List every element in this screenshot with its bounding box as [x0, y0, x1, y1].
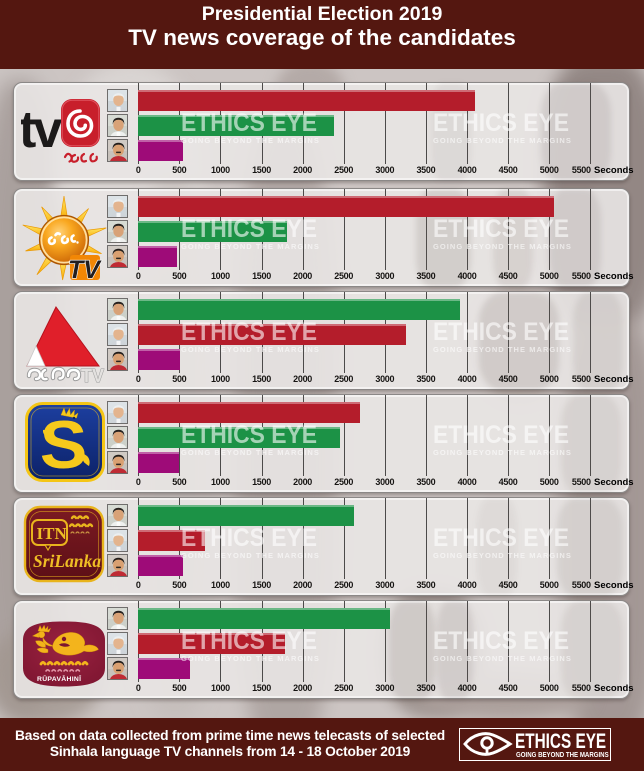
svg-text:tv: tv — [21, 101, 62, 159]
svg-text:ITN: ITN — [37, 524, 68, 543]
svg-text:TV: TV — [68, 256, 102, 284]
svg-text:SriLanka: SriLanka — [33, 551, 101, 571]
svg-text:TV: TV — [81, 366, 104, 386]
svg-text:RŪPAVĀHINĪ: RŪPAVĀHINĪ — [37, 675, 81, 683]
svg-text:S: S — [40, 407, 88, 482]
